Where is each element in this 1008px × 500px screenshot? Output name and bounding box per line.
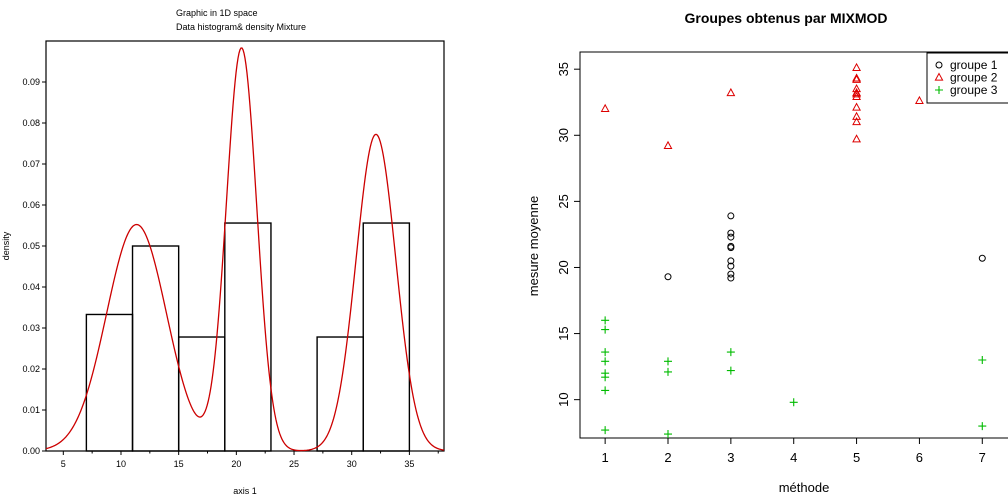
hist-y-tick-label: 0.07 <box>22 159 40 169</box>
scatter-point-triangle <box>852 102 862 111</box>
histogram-bar <box>224 222 272 452</box>
scatter-point-triangle <box>852 89 862 98</box>
hist-x-tick-label: 5 <box>61 459 66 469</box>
hist-y-tick-label: 0.00 <box>22 446 40 456</box>
scatter-point-plus <box>726 348 735 357</box>
scatter-point-circle <box>727 262 735 270</box>
scatter-title: Groupes obtenus par MIXMOD <box>684 10 887 26</box>
scatter-point-triangle <box>852 83 862 93</box>
hist-subtitle: Data histogram& density Mixture <box>176 22 306 32</box>
scatter-point-circle <box>727 270 735 278</box>
hist-y-tick-label: 0.09 <box>22 77 40 87</box>
hist-y-tick-label: 0.06 <box>22 200 40 210</box>
scatter-point-plus <box>726 366 735 375</box>
hist-x-axis-label: axis 1 <box>233 486 257 496</box>
histogram-bar <box>316 336 364 452</box>
scatter-point-plus <box>601 325 610 334</box>
scatter-point-plus <box>601 373 610 382</box>
legend-label: groupe 3 <box>950 83 998 97</box>
legend-label: groupe 1 <box>950 58 998 72</box>
histogram-bar <box>131 245 180 452</box>
scatter-point-circle <box>727 244 735 252</box>
hist-x-tick-label: 35 <box>404 459 414 469</box>
scatter-y-tick-label: 25 <box>556 194 571 208</box>
scatter-y-tick-label: 30 <box>556 128 571 142</box>
legend-label: groupe 2 <box>950 71 998 85</box>
scatter-y-tick-label: 10 <box>556 392 571 406</box>
scatter-point-plus <box>601 426 610 435</box>
hist-title: Graphic in 1D space <box>176 8 258 18</box>
scatter-x-axis-label: méthode <box>779 480 830 495</box>
histogram-bar <box>362 222 411 452</box>
scatter-point-plus <box>978 356 987 365</box>
scatter-point-plus <box>601 348 610 357</box>
scatter-point-circle <box>727 212 735 220</box>
scatter-point-triangle <box>852 91 862 101</box>
scatter-point-plus <box>601 357 610 366</box>
histogram-chart: Graphic in 1D space Data histogram& dens… <box>1 8 445 496</box>
scatter-point-plus <box>664 367 672 376</box>
scatter-point-plus <box>978 422 987 431</box>
scatter-point-triangle <box>852 73 862 82</box>
scatter-y-axis-label: mesure moyenne <box>526 196 541 296</box>
scatter-y-tick-label: 20 <box>556 260 571 274</box>
hist-plot-frame <box>45 40 445 452</box>
scatter-point-plus <box>789 398 798 407</box>
scatter-y-tick-label: 35 <box>556 62 571 76</box>
scatter-point-triangle <box>852 111 862 120</box>
scatter-point-triangle <box>914 95 924 105</box>
scatter-point-triangle <box>852 74 862 83</box>
hist-x-tick-label: 20 <box>231 459 241 469</box>
scatter-point-circle <box>664 273 672 281</box>
scatter-point-plus <box>664 430 672 439</box>
scatter-point-triangle <box>852 62 862 71</box>
scatter-point-triangle <box>663 140 673 149</box>
scatter-point-circle <box>727 229 735 237</box>
scatter-x-tick-label: 5 <box>853 450 860 465</box>
scatter-x-tick-label: 1 <box>602 450 609 465</box>
scatter-point-triangle <box>852 87 862 97</box>
scatter-point-triangle <box>852 117 862 126</box>
hist-x-tick-label: 25 <box>289 459 299 469</box>
density-curve <box>45 47 445 452</box>
scatter-point-plus <box>664 357 672 366</box>
legend-marker-triangle <box>934 72 944 81</box>
scatter-x-tick-label: 3 <box>727 450 734 465</box>
scatter-point-circle <box>978 254 986 262</box>
histogram-bar <box>85 313 134 452</box>
hist-y-tick-label: 0.02 <box>22 364 40 374</box>
hist-x-tick-label: 30 <box>347 459 357 469</box>
scatter-point-circle <box>727 257 735 265</box>
hist-x-tick-label: 10 <box>116 459 126 469</box>
scatter-point-triangle <box>726 87 736 97</box>
scatter-x-tick-label: 7 <box>979 450 986 465</box>
scatter-plot-frame <box>579 51 1008 439</box>
hist-y-tick-label: 0.03 <box>22 323 40 333</box>
scatter-chart: Groupes obtenus par MIXMOD 1 2 3 4 5 6 7 10 15 2… <box>526 10 1008 495</box>
hist-y-tick-label: 0.08 <box>22 118 40 128</box>
scatter-x-tick-label: 4 <box>790 450 797 465</box>
hist-y-tick-label: 0.04 <box>22 282 40 292</box>
hist-y-tick-label: 0.05 <box>22 241 40 251</box>
scatter-y-tick-label: 15 <box>556 326 571 340</box>
scatter-point-plus <box>601 316 610 325</box>
scatter-x-tick-label: 6 <box>916 450 923 465</box>
scatter-point-circle <box>727 274 735 282</box>
hist-y-axis-label: density <box>1 231 11 260</box>
legend-marker-plus <box>935 86 943 94</box>
histogram-bar <box>177 336 226 452</box>
scatter-x-tick-label: 2 <box>664 450 671 465</box>
scatter-point-circle <box>727 233 735 241</box>
hist-x-tick-label: 15 <box>174 459 184 469</box>
scatter-point-plus <box>601 386 610 395</box>
legend-marker-circle <box>935 61 943 69</box>
scatter-point-triangle <box>600 103 610 112</box>
hist-y-tick-label: 0.01 <box>22 405 40 415</box>
scatter-point-triangle <box>852 134 862 143</box>
